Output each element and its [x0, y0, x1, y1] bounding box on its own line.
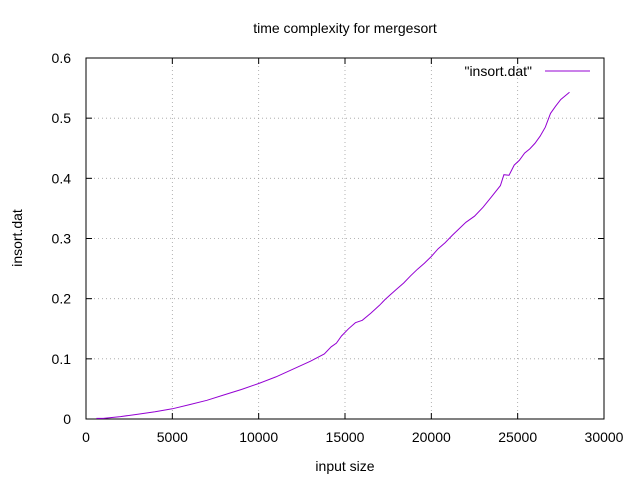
grid-layer: [86, 58, 604, 419]
x-axis-label: input size: [315, 458, 374, 474]
x-tick-label: 5000: [157, 429, 188, 445]
y-tick-label: 0.2: [52, 291, 72, 307]
chart-title: time complexity for mergesort: [253, 20, 437, 36]
series-layer: [96, 91, 570, 419]
x-tick-label: 30000: [585, 429, 624, 445]
y-tick-label: 0.5: [52, 110, 72, 126]
x-tick-label: 20000: [412, 429, 451, 445]
x-tick-label: 25000: [498, 429, 537, 445]
legend-label: "insort.dat": [464, 63, 532, 79]
legend: "insort.dat": [464, 63, 590, 79]
x-tick-label: 15000: [326, 429, 365, 445]
y-tick-label: 0.3: [52, 231, 72, 247]
y-axis: 0 0.1 0.2 0.3 0.4 0.5 0.6: [52, 50, 604, 427]
x-axis: 0 5000 10000 15000 20000 25000 30000: [82, 58, 624, 445]
y-tick-label: 0.1: [52, 351, 72, 367]
x-tick-label: 10000: [239, 429, 278, 445]
y-tick-label: 0: [63, 411, 71, 427]
y-axis-label: insort.dat: [9, 209, 25, 267]
y-tick-label: 0.6: [52, 50, 72, 66]
x-tick-label: 0: [82, 429, 90, 445]
series-line: [96, 91, 570, 419]
y-tick-label: 0.4: [52, 170, 72, 186]
